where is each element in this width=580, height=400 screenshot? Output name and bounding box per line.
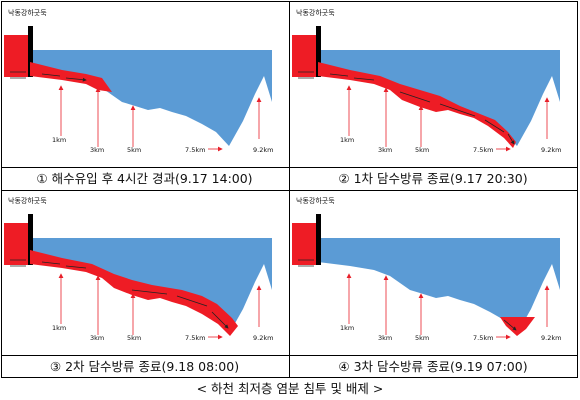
distance-label: 7.5km	[473, 334, 493, 342]
seawater-block	[4, 223, 28, 265]
flow-arrows	[10, 259, 228, 328]
distance-label: 7.5km	[473, 146, 493, 154]
distance-label: 9.2km	[253, 146, 273, 154]
grid-divider-vertical	[289, 2, 290, 377]
panel-1-caption: ① 해수유입 후 4시간 경과(9.17 14:00)	[36, 171, 253, 186]
site-label: 낙동강하굿둑	[8, 8, 47, 17]
panel-2-diagram: 낙동강하굿둑 1km 3km 5km 7.5km 9.2km	[290, 2, 575, 164]
panel-4-diagram: 낙동강하굿둑 1km 3km 5km 7.5km 9.2km	[290, 190, 575, 352]
flow-arrows	[298, 259, 516, 330]
river-profile-svg: 낙동강하굿둑 1km 3km 5km 7.5km 9.2km	[4, 196, 273, 342]
distance-label: 7.5km	[185, 334, 205, 342]
seawater-block	[4, 35, 28, 77]
distance-label: 3km	[90, 146, 104, 154]
panel-2-caption: ② 1차 담수방류 종료(9.17 20:30)	[338, 171, 528, 186]
flow-arrows	[298, 71, 514, 144]
grid-divider-1	[2, 167, 577, 168]
distance-label: 3km	[90, 334, 104, 342]
estuary-barrage	[316, 26, 321, 77]
site-label: 낙동강하굿둑	[296, 8, 335, 17]
grid-divider-3	[2, 355, 577, 356]
river-profile-svg: 낙동강하굿둑 1km 3km 5km 7.5km 9.2km	[4, 8, 273, 154]
distance-label: 5km	[415, 146, 429, 154]
distance-label: 9.2km	[253, 334, 273, 342]
figure-title: < 하천 최저층 염분 침투 및 배제 >	[196, 381, 384, 396]
distance-label: 1km	[340, 324, 354, 332]
distance-label: 5km	[127, 334, 141, 342]
site-label: 낙동강하굿둑	[296, 196, 335, 205]
distance-label: 9.2km	[541, 146, 561, 154]
river-water	[318, 238, 560, 334]
river-profile-svg: 낙동강하굿둑 1km 3km 5km 7.5km 9.2km	[292, 8, 561, 154]
distance-label: 1km	[52, 324, 66, 332]
distance-label: 5km	[127, 146, 141, 154]
distance-label: 3km	[378, 146, 392, 154]
distance-label: 1km	[52, 136, 66, 144]
saltwater-layer	[30, 250, 238, 336]
saltwater-layer	[30, 62, 112, 92]
river-water	[30, 50, 272, 146]
distance-label: 3km	[378, 334, 392, 342]
figure-grid	[1, 1, 578, 378]
panel-3-diagram: 낙동강하굿둑 1km 3km 5km 7.5km 9.2km	[2, 190, 287, 352]
estuary-barrage	[316, 214, 321, 265]
distance-label: 7.5km	[185, 146, 205, 154]
distance-label: 9.2km	[541, 334, 561, 342]
grid-divider-2	[2, 190, 577, 191]
distance-label: 5km	[415, 334, 429, 342]
saltwater-layer	[318, 62, 516, 148]
estuary-barrage	[28, 26, 33, 77]
panel-1-diagram: 낙동강하굿둑 1km 3km 5km 7.5km 9.2km	[2, 2, 287, 164]
saltwater-layer	[500, 317, 535, 336]
seawater-block	[292, 223, 316, 265]
river-profile-svg: 낙동강하굿둑 1km 3km 5km 7.5km 9.2km	[292, 196, 561, 342]
estuary-barrage	[28, 214, 33, 265]
panel-4-caption: ④ 3차 담수방류 종료(9.19 07:00)	[338, 359, 528, 374]
panel-3-caption: ③ 2차 담수방류 종료(9.18 08:00)	[49, 359, 240, 374]
flow-arrows	[10, 71, 86, 80]
site-label: 낙동강하굿둑	[8, 196, 47, 205]
seawater-block	[292, 35, 316, 77]
distance-label: 1km	[340, 136, 354, 144]
